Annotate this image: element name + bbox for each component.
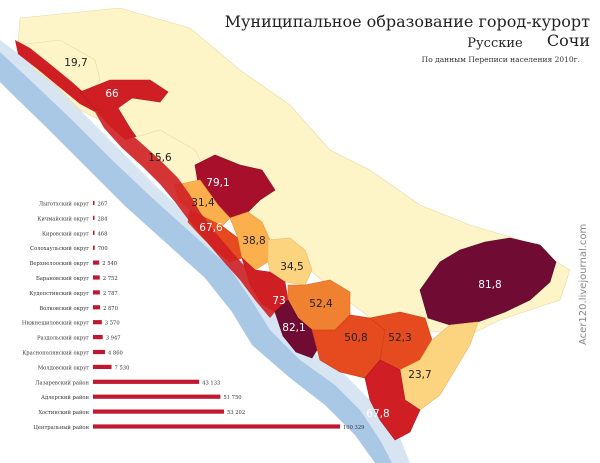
map-label-r13: 52,3 bbox=[388, 332, 411, 344]
map-label-r10: 52,4 bbox=[309, 298, 333, 310]
map-labels: 19,7 66 15,6 79,1 31,4 67,6 38,8 34,5 73… bbox=[64, 57, 501, 420]
map-label-r9: 73 bbox=[272, 295, 285, 307]
map-label-r2: 66 bbox=[105, 88, 119, 100]
map-label-r1: 19,7 bbox=[64, 57, 87, 69]
sea bbox=[0, 52, 392, 463]
map-label-r14: 81,8 bbox=[478, 279, 501, 291]
bar bbox=[93, 320, 102, 325]
bar-value-label: 2 870 bbox=[103, 306, 118, 312]
watermark: Acer120.livejournal.com bbox=[578, 223, 589, 345]
source-note: По данным Переписи населения 2010г. bbox=[421, 55, 580, 64]
bar-category-label: Нижнешиловский округ bbox=[22, 321, 89, 327]
bar bbox=[93, 215, 95, 220]
bar bbox=[93, 245, 95, 250]
map-subtitle: Русские bbox=[467, 36, 523, 51]
bar bbox=[93, 335, 103, 340]
bar-value-label: 3 947 bbox=[106, 336, 121, 342]
bar-value-label: 284 bbox=[98, 216, 109, 222]
bar-value-label: 700 bbox=[98, 246, 108, 252]
bar bbox=[93, 394, 221, 399]
region-coast-west bbox=[15, 40, 100, 112]
bar-value-label: 2 540 bbox=[102, 261, 117, 267]
bar-value-label: 51 750 bbox=[223, 395, 241, 401]
map-label-r15: 23,7 bbox=[408, 369, 431, 381]
bar bbox=[93, 364, 112, 369]
bar-category-label: Хостинский район bbox=[38, 410, 89, 416]
bar-value-label: 2 787 bbox=[103, 291, 118, 297]
map-title: Муниципальное образование город-курорт С… bbox=[224, 12, 590, 50]
bar bbox=[93, 200, 95, 206]
bar bbox=[93, 424, 340, 429]
bar-value-label: 7 530 bbox=[115, 365, 130, 371]
bar-category-label: Раздольский округ bbox=[37, 336, 89, 342]
map-label-r8: 34,5 bbox=[280, 261, 303, 273]
map-label-r5: 31,4 bbox=[191, 197, 215, 209]
map-label-r7: 38,8 bbox=[242, 235, 265, 247]
bar-value-label: 267 bbox=[98, 202, 108, 208]
bar-value-label: 468 bbox=[98, 231, 108, 237]
bar-category-label: Лазаревский район bbox=[35, 380, 89, 386]
bar bbox=[93, 409, 224, 414]
coastal-strip bbox=[95, 108, 275, 318]
bar-value-label: 100 329 bbox=[343, 425, 364, 431]
bar-category-label: Молдовский округ bbox=[38, 365, 89, 371]
bar-value-label: 3 570 bbox=[105, 321, 120, 327]
bar-value-label: 4 860 bbox=[108, 351, 123, 357]
bar bbox=[93, 379, 200, 384]
bar-category-label: Кировский округ bbox=[42, 231, 89, 237]
bar bbox=[93, 305, 101, 310]
map-label-r4: 79,1 bbox=[206, 177, 229, 189]
bar-value-label: 43 133 bbox=[202, 380, 220, 386]
bar bbox=[93, 349, 105, 355]
map-label-r12: 50,8 bbox=[344, 332, 367, 344]
bar bbox=[93, 275, 100, 280]
map-label-r11: 82,1 bbox=[282, 322, 305, 334]
bar bbox=[93, 290, 100, 295]
bar-category-label: Краснополянский округ bbox=[22, 351, 89, 357]
bar-category-label: Верхнелооский округ bbox=[30, 261, 90, 267]
bar-category-label: Кичмайский округ bbox=[37, 216, 89, 222]
bar-category-label: Центральный район bbox=[33, 425, 89, 431]
map-label-r6: 67,6 bbox=[199, 222, 223, 234]
bar-category-label: Лыготхский округ bbox=[39, 202, 90, 208]
population-bar-chart: Лыготхский округ 267 Кичмайский округ 284 Ки… bbox=[22, 200, 364, 431]
bar-category-label: Кудепстинский округ bbox=[29, 291, 89, 297]
bar-value-label: 53 202 bbox=[227, 410, 245, 416]
bar-category-label: Волковский округ bbox=[39, 306, 89, 312]
map-label-r3: 15,6 bbox=[148, 152, 172, 164]
bar-value-label: 2 752 bbox=[103, 276, 118, 282]
bar-category-label: Адлерский район bbox=[41, 395, 90, 401]
bar-category-label: Солохаульский округ bbox=[30, 246, 89, 252]
bar-category-label: Барановский округ bbox=[36, 276, 89, 282]
bar bbox=[93, 260, 100, 265]
bar bbox=[93, 230, 95, 235]
region-67-8 bbox=[364, 359, 421, 441]
map-label-r16: 67,8 bbox=[366, 408, 389, 420]
